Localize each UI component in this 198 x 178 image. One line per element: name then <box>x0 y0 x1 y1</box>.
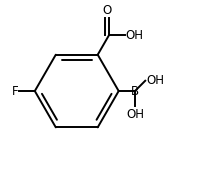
Text: OH: OH <box>126 29 144 42</box>
Text: B: B <box>131 85 139 98</box>
Text: OH: OH <box>146 74 164 87</box>
Text: F: F <box>12 85 19 98</box>
Text: O: O <box>103 4 112 17</box>
Text: OH: OH <box>126 108 144 121</box>
